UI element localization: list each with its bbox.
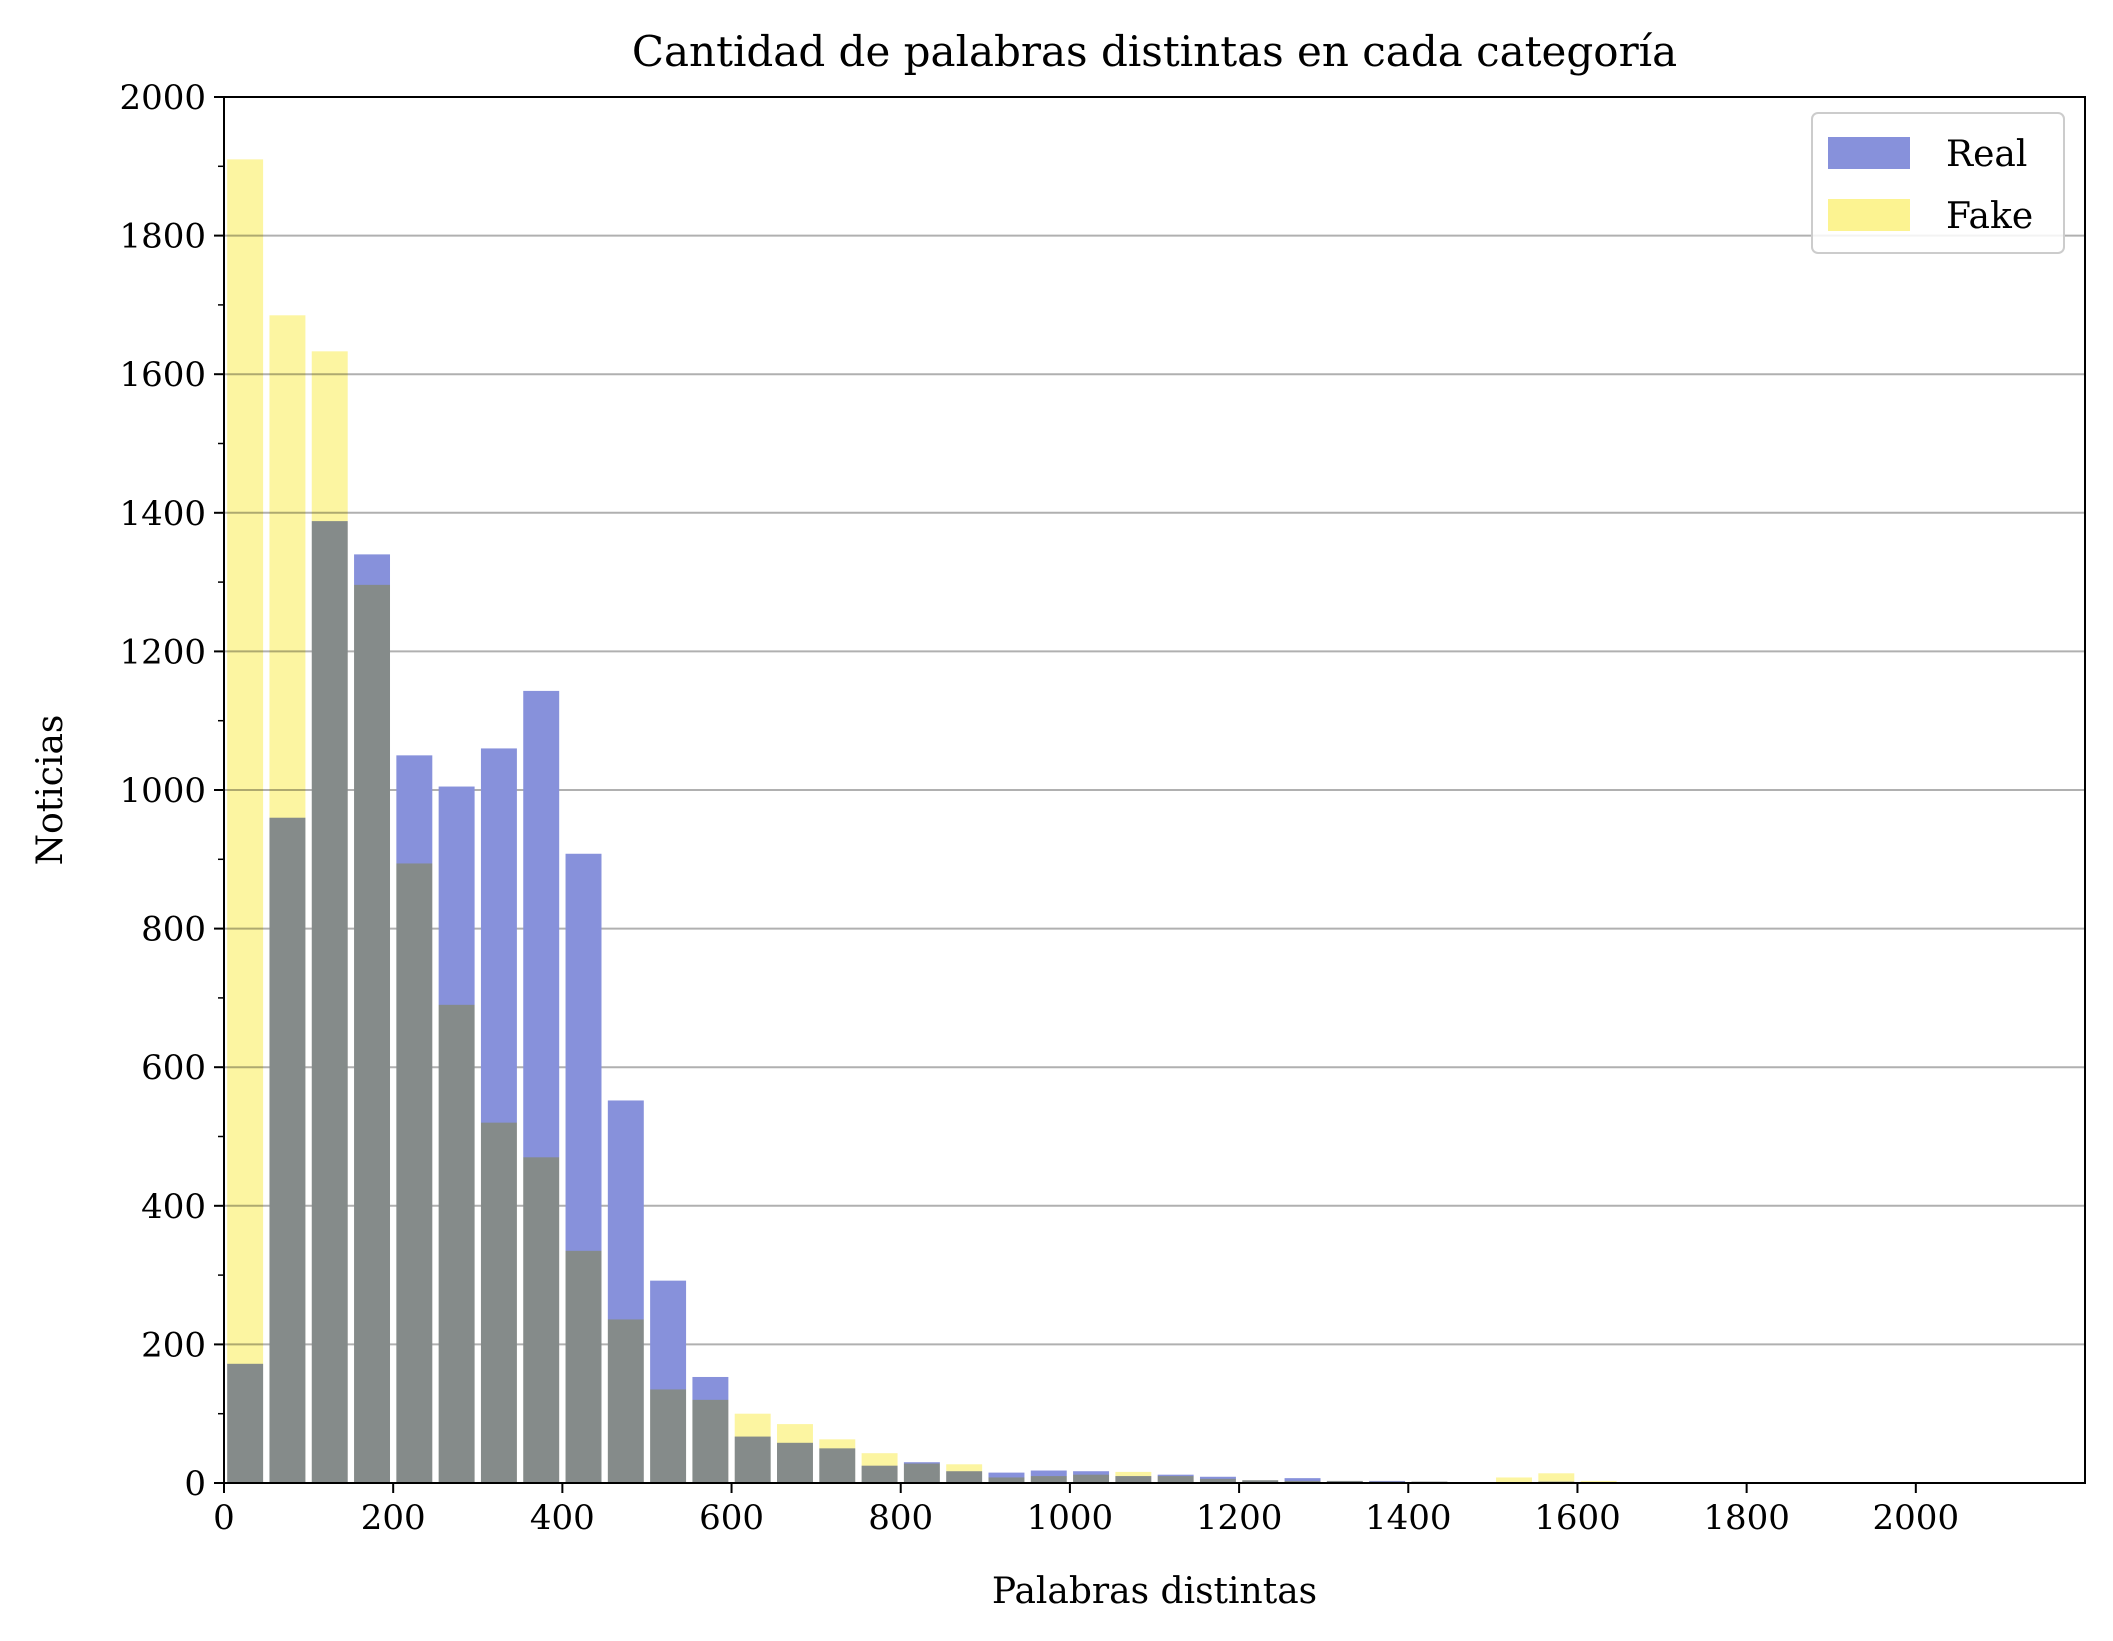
x-axis-label: Palabras distintas xyxy=(992,1571,1317,1612)
bar-fake xyxy=(1030,1476,1067,1483)
bar-fake xyxy=(819,1439,856,1483)
y-tick-label: 800 xyxy=(141,910,206,950)
bar-fake xyxy=(523,1157,560,1483)
y-tick-label: 1800 xyxy=(119,217,206,257)
bar-fake xyxy=(480,1122,517,1483)
bar-fake xyxy=(269,315,306,1483)
bars xyxy=(227,159,1617,1483)
y-tick-label: 1000 xyxy=(119,771,206,811)
y-axis-label: Noticias xyxy=(30,715,71,866)
legend-swatch-fake xyxy=(1828,199,1910,231)
x-tick-label: 400 xyxy=(530,1498,595,1538)
x-tick-label: 2000 xyxy=(1873,1498,1960,1538)
legend-label-real: Real xyxy=(1946,134,2027,175)
bar-fake xyxy=(650,1389,687,1483)
bar-fake xyxy=(903,1463,940,1483)
y-tick-label: 1200 xyxy=(119,632,206,672)
x-tick-label: 1200 xyxy=(1196,1498,1283,1538)
bar-fake xyxy=(227,159,264,1483)
bar-fake xyxy=(354,584,391,1483)
bar-fake xyxy=(438,1004,475,1483)
axis-ticks: 0 200 400 600 800 1000 1200 1400 1600 1800 2000 0 20… xyxy=(119,78,1959,1538)
y-tick-label: 1400 xyxy=(119,494,206,534)
bar-fake xyxy=(1199,1478,1236,1483)
bar-fake xyxy=(1580,1480,1617,1483)
bar-fake xyxy=(777,1424,813,1483)
bar-fake xyxy=(607,1319,644,1483)
bar-fake xyxy=(988,1477,1025,1483)
x-tick-label: 1600 xyxy=(1534,1498,1621,1538)
legend-label-fake: Fake xyxy=(1946,196,2033,237)
bar-fake xyxy=(861,1453,898,1483)
x-tick-label: 1000 xyxy=(1027,1498,1114,1538)
bar-fake xyxy=(1242,1480,1279,1483)
y-tick-label: 600 xyxy=(141,1048,206,1088)
bar-fake xyxy=(946,1464,983,1483)
x-tick-label: 1400 xyxy=(1365,1498,1452,1538)
y-tick-label: 400 xyxy=(141,1187,206,1227)
series-fake xyxy=(227,159,1617,1483)
x-tick-label: 1800 xyxy=(1703,1498,1790,1538)
bar-fake xyxy=(311,351,348,1483)
x-tick-label: 200 xyxy=(361,1498,426,1538)
legend-swatch-real xyxy=(1828,137,1910,169)
bar-fake xyxy=(1073,1474,1110,1483)
x-tick-label: 600 xyxy=(699,1498,764,1538)
bar-fake xyxy=(1326,1480,1363,1483)
y-tick-label: 2000 xyxy=(119,78,206,118)
bar-fake xyxy=(1284,1480,1321,1483)
bar-fake xyxy=(565,1250,602,1483)
y-tick-label: 0 xyxy=(184,1464,206,1504)
y-tick-label: 1600 xyxy=(119,355,206,395)
bar-fake xyxy=(1157,1476,1194,1483)
legend: Real Fake xyxy=(1811,112,2065,254)
x-tick-label: 0 xyxy=(213,1498,235,1538)
bar-fake xyxy=(396,863,433,1483)
bar-fake xyxy=(734,1413,771,1483)
bar-fake xyxy=(692,1399,729,1483)
bar-fake xyxy=(1496,1477,1532,1483)
y-tick-label: 200 xyxy=(141,1325,206,1365)
bar-fake xyxy=(1115,1471,1152,1483)
x-tick-label: 800 xyxy=(868,1498,933,1538)
bar-fake xyxy=(1538,1473,1575,1483)
bar-real xyxy=(1284,1478,1321,1483)
chart-title: Cantidad de palabras distintas en cada c… xyxy=(632,27,1677,76)
